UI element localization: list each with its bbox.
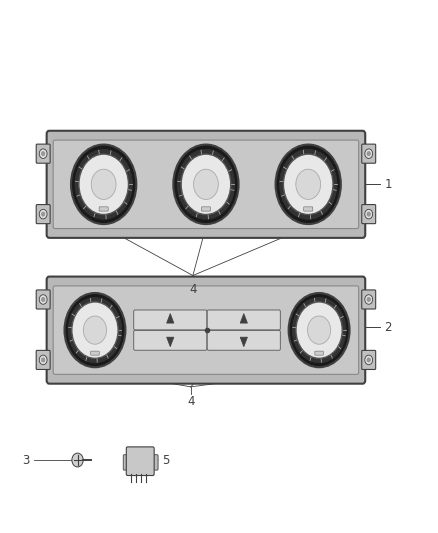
- FancyBboxPatch shape: [315, 351, 323, 355]
- FancyBboxPatch shape: [126, 447, 154, 475]
- Circle shape: [75, 149, 132, 219]
- FancyBboxPatch shape: [134, 330, 207, 350]
- Circle shape: [42, 297, 45, 302]
- FancyBboxPatch shape: [36, 290, 50, 309]
- Text: 4: 4: [187, 395, 194, 408]
- Circle shape: [296, 302, 342, 358]
- FancyBboxPatch shape: [304, 207, 313, 211]
- FancyBboxPatch shape: [36, 205, 50, 224]
- FancyBboxPatch shape: [47, 277, 365, 384]
- Circle shape: [71, 144, 136, 224]
- Circle shape: [79, 154, 128, 215]
- FancyBboxPatch shape: [362, 350, 376, 369]
- Text: 2: 2: [385, 321, 392, 334]
- Text: 5: 5: [162, 454, 170, 466]
- FancyBboxPatch shape: [201, 207, 210, 211]
- Text: 1: 1: [385, 178, 392, 191]
- Circle shape: [72, 302, 118, 358]
- FancyBboxPatch shape: [362, 205, 376, 224]
- Circle shape: [42, 151, 45, 156]
- Circle shape: [367, 358, 371, 362]
- FancyBboxPatch shape: [362, 144, 376, 163]
- Polygon shape: [166, 313, 174, 323]
- FancyBboxPatch shape: [207, 330, 280, 350]
- Polygon shape: [240, 313, 247, 323]
- Text: 3: 3: [22, 454, 30, 466]
- Circle shape: [292, 297, 346, 363]
- Circle shape: [181, 154, 231, 215]
- Circle shape: [365, 209, 373, 219]
- Circle shape: [173, 144, 239, 224]
- Circle shape: [42, 358, 45, 362]
- FancyBboxPatch shape: [152, 455, 158, 470]
- FancyBboxPatch shape: [134, 310, 207, 330]
- Circle shape: [289, 293, 350, 367]
- FancyBboxPatch shape: [53, 286, 359, 374]
- FancyBboxPatch shape: [36, 144, 50, 163]
- FancyBboxPatch shape: [47, 131, 365, 238]
- Circle shape: [194, 169, 219, 199]
- Circle shape: [296, 169, 321, 199]
- Circle shape: [307, 316, 331, 344]
- Circle shape: [39, 209, 47, 219]
- Circle shape: [367, 297, 371, 302]
- Circle shape: [283, 154, 333, 215]
- FancyBboxPatch shape: [207, 310, 280, 330]
- FancyBboxPatch shape: [362, 290, 376, 309]
- Circle shape: [39, 295, 47, 304]
- Polygon shape: [166, 337, 174, 346]
- Circle shape: [365, 149, 373, 158]
- Circle shape: [42, 212, 45, 216]
- Circle shape: [365, 355, 373, 365]
- Circle shape: [367, 151, 371, 156]
- Circle shape: [91, 169, 116, 199]
- FancyBboxPatch shape: [91, 351, 99, 355]
- Circle shape: [367, 212, 371, 216]
- FancyBboxPatch shape: [99, 207, 108, 211]
- Circle shape: [83, 316, 106, 344]
- FancyBboxPatch shape: [36, 350, 50, 369]
- FancyBboxPatch shape: [53, 140, 359, 229]
- Polygon shape: [240, 337, 247, 346]
- Circle shape: [72, 453, 83, 467]
- Circle shape: [68, 297, 122, 363]
- Circle shape: [177, 149, 235, 219]
- Circle shape: [279, 149, 337, 219]
- Circle shape: [64, 293, 125, 367]
- Circle shape: [276, 144, 341, 224]
- Circle shape: [365, 295, 373, 304]
- Circle shape: [39, 149, 47, 158]
- Circle shape: [39, 355, 47, 365]
- FancyBboxPatch shape: [123, 455, 129, 470]
- Text: 4: 4: [189, 284, 197, 296]
